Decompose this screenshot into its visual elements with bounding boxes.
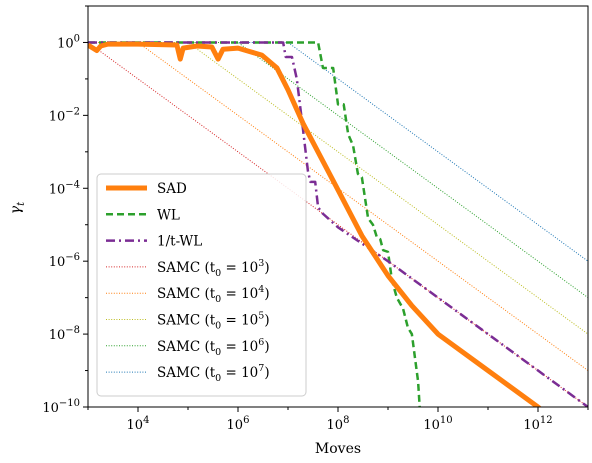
x-tick-label: 1010 [423, 415, 452, 433]
series-line-2 [88, 41, 588, 407]
series-line-3 [88, 42, 588, 407]
legend-box [96, 173, 307, 397]
x-tick-label: 104 [127, 415, 150, 433]
y-axis-label: γt [8, 201, 27, 214]
legend-label: SAMC (t0 = 106) [157, 337, 270, 358]
x-tick-label: 108 [327, 415, 350, 433]
y-tick-label: 10−10 [42, 398, 80, 416]
y-tick-label: 10−8 [49, 325, 80, 343]
y-tick-label: 10−6 [49, 252, 80, 270]
x-tick-label: 106 [227, 415, 250, 433]
legend-label: SAMC (t0 = 105) [157, 311, 270, 332]
legend-label: SAMC (t0 = 107) [157, 363, 270, 384]
series-line-4 [88, 41, 588, 371]
y-tick-label: 100 [57, 33, 80, 51]
series-line-1 [88, 41, 421, 407]
legend-label: 1/t-WL [157, 234, 202, 250]
y-tick-label: 10−4 [49, 179, 80, 197]
legend-label: WL [157, 207, 180, 223]
legend-label: SAMC (t0 = 104) [157, 284, 270, 305]
legend-label: SAMC (t0 = 103) [157, 258, 270, 279]
series-line-0 [88, 41, 542, 407]
x-axis-label: Moves [315, 441, 361, 457]
legend-label: SAD [157, 181, 187, 197]
legend: SAD WL 1/t-WL SAMC (t0 = 103) SAMC (t0 = 104… [96, 173, 307, 397]
x-tick-label: 1012 [523, 415, 552, 433]
y-tick-label: 10−2 [49, 106, 80, 124]
